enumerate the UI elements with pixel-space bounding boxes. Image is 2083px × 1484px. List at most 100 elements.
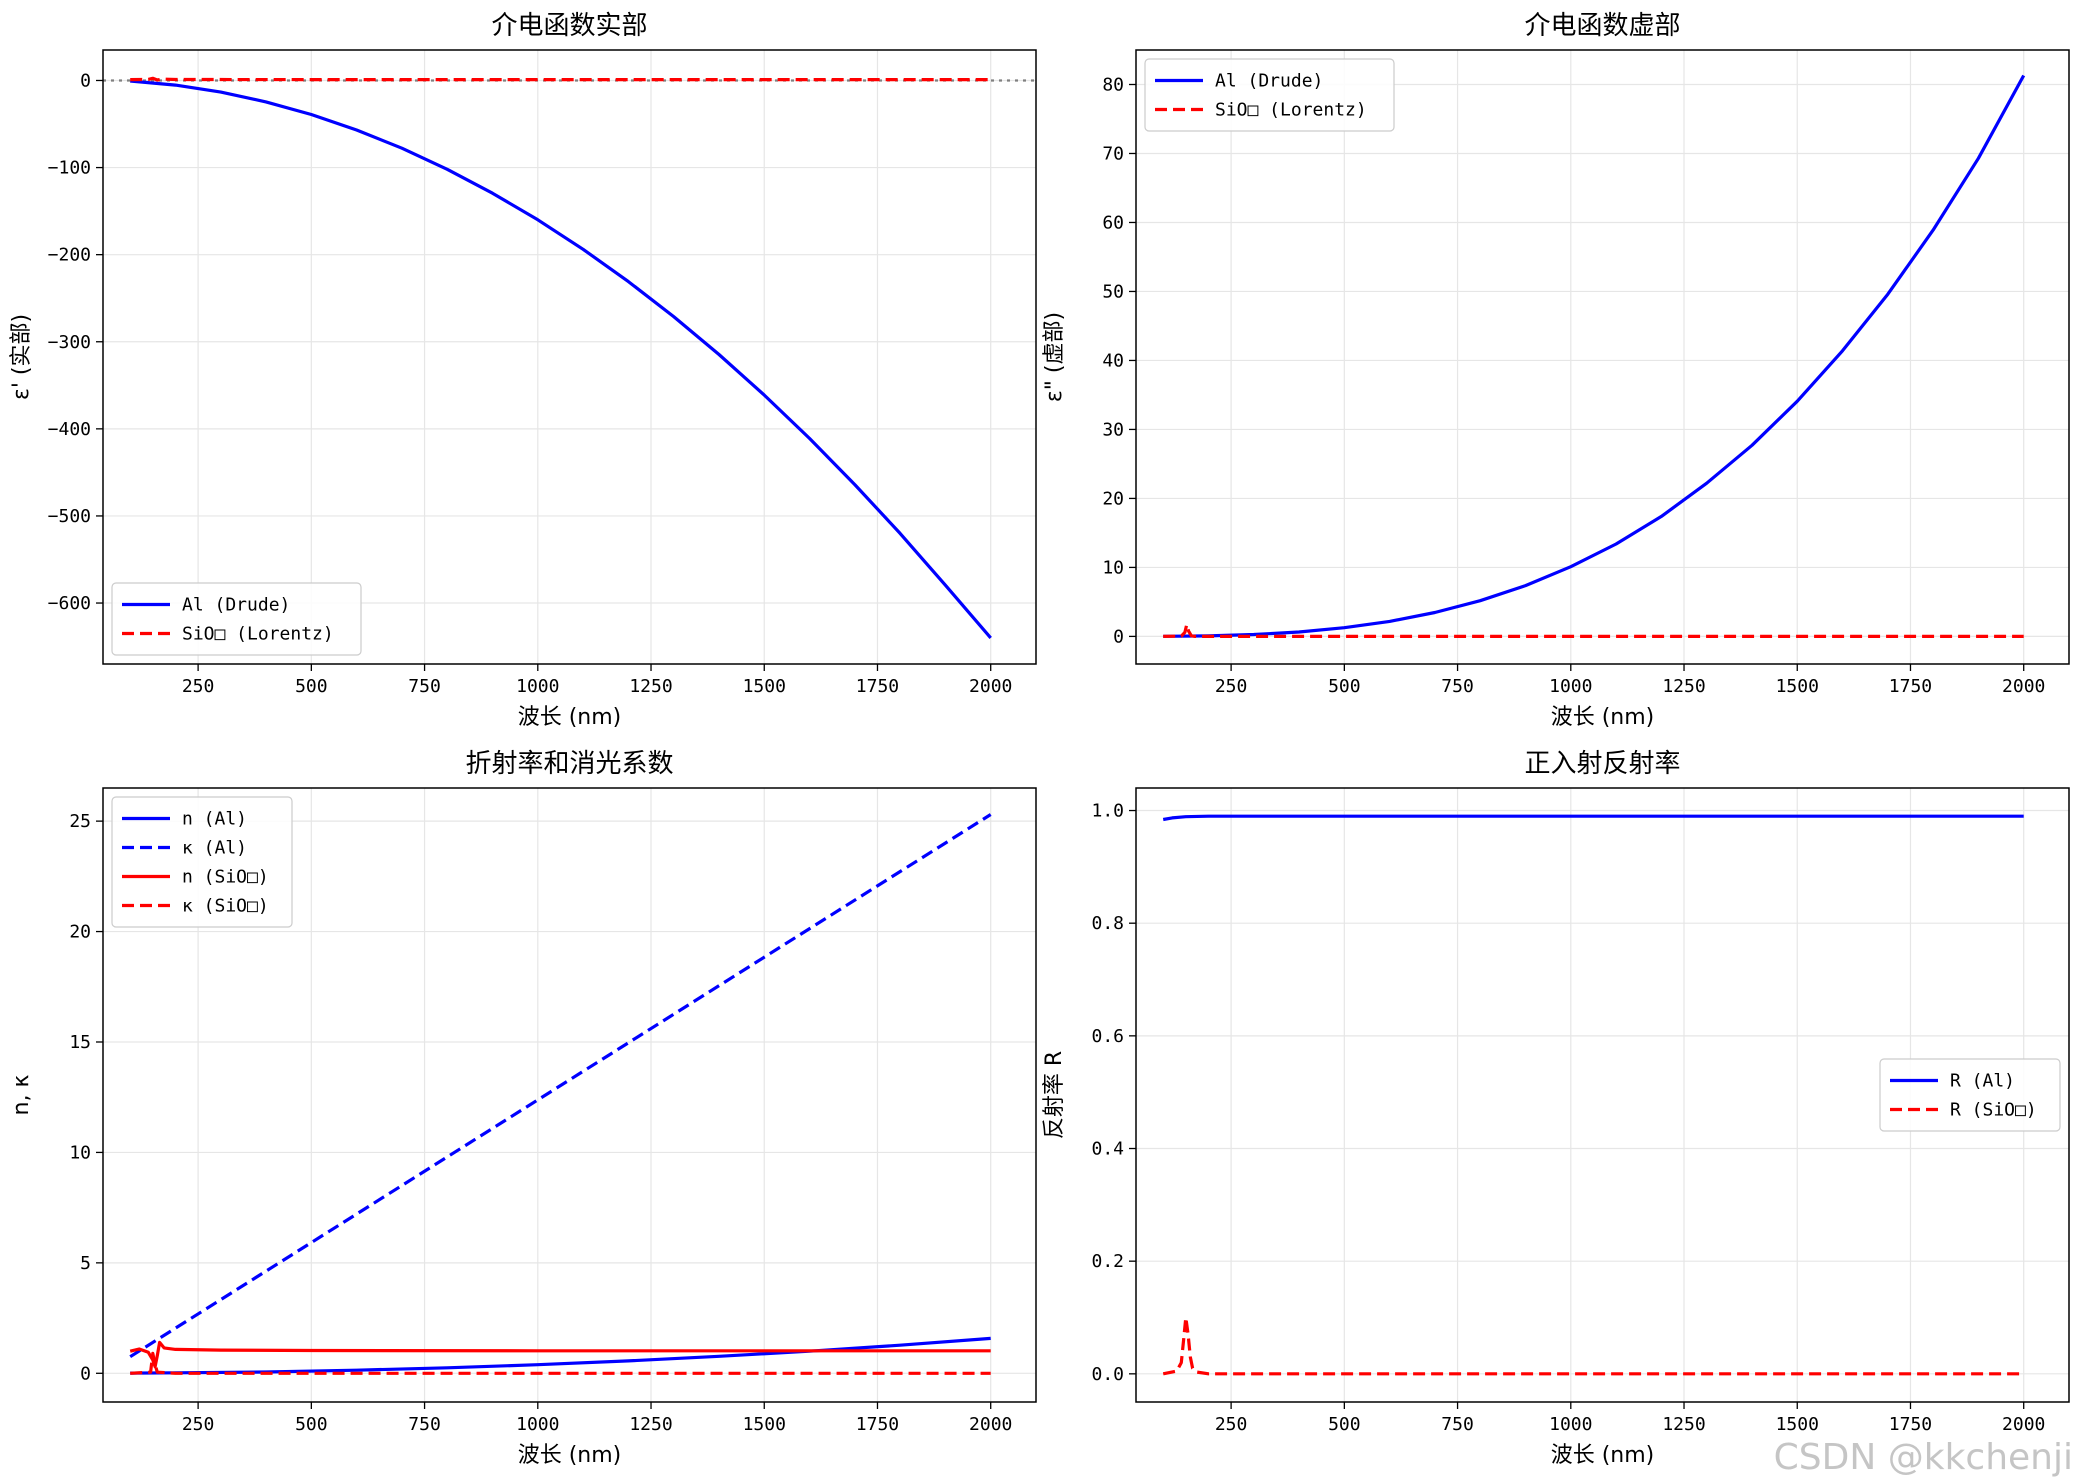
series-group — [1162, 814, 2024, 1376]
legend-box — [1879, 1058, 2061, 1132]
series-group — [1163, 74, 2026, 639]
y-tick-label: 10 — [69, 1142, 91, 1163]
chart-title: 正入射反射率 — [1524, 749, 1680, 779]
legend-entry: n (SiO□) — [182, 867, 269, 888]
y-axis-label: n, κ — [9, 1075, 34, 1116]
y-axis-label: 反射率 R — [1042, 1051, 1067, 1139]
series-line-1 — [1163, 74, 2026, 638]
x-tick-label: 1750 — [856, 676, 899, 697]
y-tick-label: 40 — [1102, 350, 1124, 371]
chart-panel-1: 250 500 750 1000 1250 1500 1750 2000 0 −100 −200 −3… — [9, 11, 1037, 730]
x-tick-label: 1250 — [629, 676, 672, 697]
y-tick-label: 70 — [1102, 143, 1124, 164]
x-tick-label: 1750 — [1889, 1414, 1932, 1435]
x-tick-label: 750 — [408, 676, 441, 697]
legend-entry: R (SiO□) — [1950, 1100, 2037, 1121]
y-tick-label: 50 — [1102, 281, 1124, 302]
x-tick-label: 1500 — [1776, 676, 1819, 697]
x-tick-label: 750 — [1441, 1414, 1474, 1435]
x-tick-label: 1000 — [1549, 676, 1592, 697]
series-line-2 — [1163, 623, 2024, 639]
y-tick-label: 0 — [80, 1363, 91, 1384]
x-tick-label: 1250 — [629, 1414, 672, 1435]
axes-frame — [1135, 787, 2070, 1403]
y-tick-label: −200 — [48, 245, 91, 266]
series-line-4 — [130, 1351, 991, 1375]
y-tick-label: −600 — [48, 593, 91, 614]
x-tick-label: 500 — [295, 676, 328, 697]
series-line-1 — [1162, 814, 2024, 822]
y-tick-label: 20 — [69, 922, 91, 943]
legend-entry: SiO□ (Lorentz) — [182, 624, 334, 645]
x-tick-label: 250 — [1215, 676, 1248, 697]
x-tick-label: 2000 — [969, 676, 1012, 697]
series-line-1 — [130, 79, 992, 639]
chart-title: 介电函数实部 — [491, 11, 647, 41]
y-axis-label: ε' (实部) — [9, 314, 34, 400]
legend-entry: SiO□ (Lorentz) — [1215, 100, 1367, 121]
legend: Al (Drude) SiO□ (Lorentz) — [1144, 58, 1395, 132]
x-tick-label: 750 — [408, 1414, 441, 1435]
y-tick-label: 1.0 — [1091, 801, 1124, 822]
legend-entry: R (Al) — [1950, 1071, 2015, 1092]
x-tick-label: 1000 — [516, 676, 559, 697]
y-tick-label: 15 — [69, 1032, 91, 1053]
series-line-1 — [130, 1336, 991, 1375]
axes-frame — [102, 49, 1037, 665]
x-axis-label: 波长 (nm) — [518, 1443, 622, 1468]
legend: R (Al) R (SiO□) — [1879, 1058, 2061, 1132]
y-tick-label: 30 — [1102, 419, 1124, 440]
x-axis-label: 波长 (nm) — [1551, 705, 1655, 730]
y-tick-label: 5 — [80, 1253, 91, 1274]
series-line-2 — [130, 76, 991, 82]
series-line-2 — [1162, 1315, 2024, 1376]
chart-title: 介电函数虚部 — [1524, 11, 1680, 41]
legend: n (Al) κ (Al) n (SiO□) κ (SiO□) — [111, 796, 293, 928]
x-tick-label: 250 — [1215, 1414, 1248, 1435]
series-line-3 — [129, 1340, 991, 1369]
x-tick-label: 1000 — [516, 1414, 559, 1435]
x-tick-label: 750 — [1441, 676, 1474, 697]
x-tick-label: 250 — [182, 1414, 215, 1435]
x-tick-label: 500 — [1328, 1414, 1361, 1435]
legend-box — [111, 582, 362, 656]
legend-entry: Al (Drude) — [1215, 71, 1323, 92]
chart-panel-3: 250 500 750 1000 1250 1500 1750 2000 0 5 10 15 20 25 折… — [9, 749, 1037, 1468]
x-axis-label: 波长 (nm) — [518, 705, 622, 730]
chart-panel-4: 250 500 750 1000 1250 1500 1750 2000 0.0 0.2 0.4 0.… — [1042, 749, 2070, 1468]
y-tick-label: 0.6 — [1091, 1026, 1124, 1047]
x-tick-label: 500 — [295, 1414, 328, 1435]
y-tick-label: 0.4 — [1091, 1139, 1124, 1160]
x-tick-label: 2000 — [2002, 676, 2045, 697]
y-tick-label: 80 — [1102, 74, 1124, 95]
legend-entry: κ (SiO□) — [182, 896, 269, 917]
legend-entry: Al (Drude) — [182, 595, 290, 616]
x-tick-label: 2000 — [969, 1414, 1012, 1435]
y-tick-label: 0.8 — [1091, 913, 1124, 934]
y-tick-label: −100 — [48, 158, 91, 179]
x-tick-label: 250 — [182, 676, 215, 697]
legend-box — [111, 796, 293, 928]
x-tick-label: 1750 — [856, 1414, 899, 1435]
x-tick-label: 500 — [1328, 676, 1361, 697]
y-tick-label: 0.0 — [1091, 1364, 1124, 1385]
x-tick-label: 1500 — [1776, 1414, 1819, 1435]
series-group — [130, 76, 992, 639]
y-tick-label: 10 — [1102, 557, 1124, 578]
x-tick-label: 1500 — [743, 676, 786, 697]
y-axis-label: ε" (虚部) — [1042, 312, 1067, 402]
y-tick-label: −300 — [48, 332, 91, 353]
x-tick-label: 1750 — [1889, 676, 1932, 697]
x-tick-label: 1000 — [1549, 1414, 1592, 1435]
x-tick-label: 2000 — [2002, 1414, 2045, 1435]
x-tick-label: 1250 — [1662, 676, 1705, 697]
y-tick-label: 20 — [1102, 488, 1124, 509]
legend-entry: κ (Al) — [182, 838, 247, 859]
chart-panel-2: 250 500 750 1000 1250 1500 1750 2000 0 10 20 30 40 50… — [1042, 11, 2070, 730]
y-tick-label: 60 — [1102, 212, 1124, 233]
legend: Al (Drude) SiO□ (Lorentz) — [111, 582, 362, 656]
legend-box — [1144, 58, 1395, 132]
y-tick-label: −400 — [48, 419, 91, 440]
y-tick-label: 0 — [80, 70, 91, 91]
